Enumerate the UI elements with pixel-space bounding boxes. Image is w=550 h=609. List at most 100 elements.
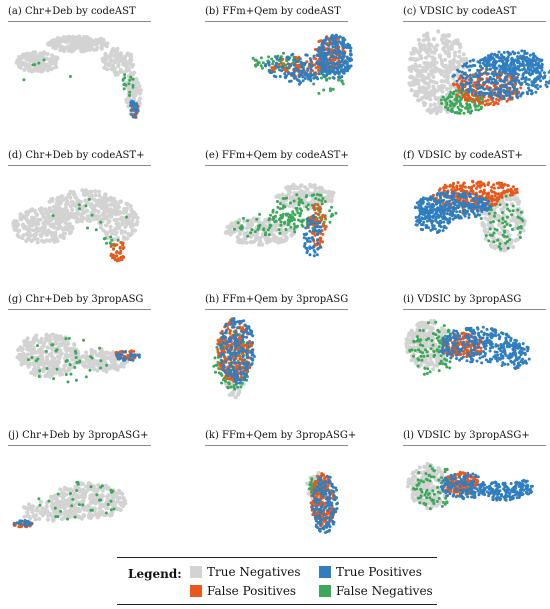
true-positive-point <box>499 79 503 83</box>
true-negative-point <box>424 89 429 94</box>
true-negative-point <box>416 78 421 83</box>
true-positive-point <box>487 206 490 210</box>
false-negative-point <box>294 225 298 229</box>
false-positive-point <box>313 233 317 237</box>
true-negative-point <box>67 213 72 218</box>
false-negative-point <box>489 220 493 224</box>
false-positive-point <box>471 191 475 195</box>
false-positive-point <box>314 66 318 70</box>
true-negative-point <box>423 93 428 98</box>
false-positive-point <box>321 232 325 236</box>
true-negative-point <box>514 222 519 227</box>
true-negative-point <box>409 88 414 93</box>
false-negative-point <box>443 105 447 109</box>
true-negative-point <box>119 228 124 234</box>
true-positive-point <box>517 57 520 60</box>
true-positive-point <box>319 225 323 229</box>
true-positive-point <box>507 51 511 55</box>
false-negative-point <box>269 213 272 217</box>
false-positive-point <box>315 218 319 222</box>
true-positive-point <box>336 48 340 51</box>
true-positive-point <box>491 96 495 100</box>
true-positive-point <box>442 226 446 229</box>
true-negative-point <box>39 207 44 212</box>
true-positive-point <box>476 60 480 64</box>
false-negative-point <box>275 210 279 214</box>
false-positive-point <box>473 81 477 85</box>
false-negative-point <box>492 231 496 235</box>
true-positive-point <box>306 217 310 221</box>
true-negative-point <box>65 39 70 45</box>
true-positive-point <box>288 79 291 83</box>
true-negative-point <box>100 211 105 216</box>
true-negative-point <box>56 360 62 365</box>
true-negative-point <box>18 65 23 70</box>
true-positive-point <box>485 68 489 71</box>
false-negative-point <box>450 110 454 113</box>
false-negative-point <box>498 203 502 207</box>
true-negative-point <box>31 362 37 367</box>
false-negative-point <box>122 87 126 91</box>
true-negative-point <box>105 67 110 72</box>
true-negative-point <box>52 55 57 60</box>
true-positive-point <box>443 207 447 210</box>
true-negative-point <box>39 238 45 243</box>
true-positive-point <box>435 202 439 206</box>
false-negative-point <box>279 202 282 206</box>
true-positive-point <box>338 50 342 53</box>
true-negative-point <box>457 49 462 54</box>
true-positive-point <box>538 85 542 88</box>
true-positive-point <box>319 52 323 56</box>
true-negative-point <box>31 228 36 233</box>
true-negative-point <box>93 193 98 198</box>
true-negative-point <box>483 236 488 241</box>
false-negative-point <box>468 104 472 108</box>
false-positive-point <box>500 181 504 185</box>
true-positive-point <box>516 73 520 77</box>
false-negative-point <box>511 204 515 208</box>
true-positive-point <box>307 236 311 240</box>
true-negative-point <box>51 45 56 50</box>
true-negative-point <box>286 188 291 193</box>
true-positive-point <box>348 43 352 47</box>
true-positive-point <box>452 201 456 205</box>
panel-caption: (a) Chr+Deb by codeAST <box>8 6 158 18</box>
true-positive-point <box>487 88 491 92</box>
true-negative-point <box>408 83 413 88</box>
false-positive-point <box>112 247 116 251</box>
true-negative-point <box>17 352 22 357</box>
true-positive-point <box>466 75 470 78</box>
true-negative-point <box>416 98 421 103</box>
true-positive-point <box>504 69 508 73</box>
true-positive-point <box>307 77 310 81</box>
false-negative-point <box>269 224 273 228</box>
false-negative-point <box>286 212 290 216</box>
true-positive-point <box>328 58 332 62</box>
true-positive-point <box>468 195 472 199</box>
false-negative-point <box>253 230 257 234</box>
true-positive-point <box>303 242 307 245</box>
false-negative-point <box>511 209 515 213</box>
true-positive-point <box>424 226 428 229</box>
true-positive-point <box>468 64 471 68</box>
true-negative-point <box>42 66 47 72</box>
true-negative-point <box>93 189 98 194</box>
false-negative-point <box>123 76 127 80</box>
true-negative-point <box>299 183 304 188</box>
true-positive-point <box>327 62 331 65</box>
false-positive-point <box>511 185 515 189</box>
false-negative-point <box>90 213 94 217</box>
false-negative-point <box>277 218 281 221</box>
true-negative-point <box>56 369 62 374</box>
true-positive-point <box>489 204 493 208</box>
true-positive-point <box>506 72 510 76</box>
true-positive-point <box>275 57 279 61</box>
true-positive-point <box>321 52 325 55</box>
true-positive-point <box>325 57 328 61</box>
true-positive-point <box>418 212 422 216</box>
false-positive-point <box>460 186 464 190</box>
true-negative-point <box>70 357 75 362</box>
true-positive-point <box>477 75 481 79</box>
true-positive-point <box>426 202 430 206</box>
true-positive-point <box>421 223 425 227</box>
